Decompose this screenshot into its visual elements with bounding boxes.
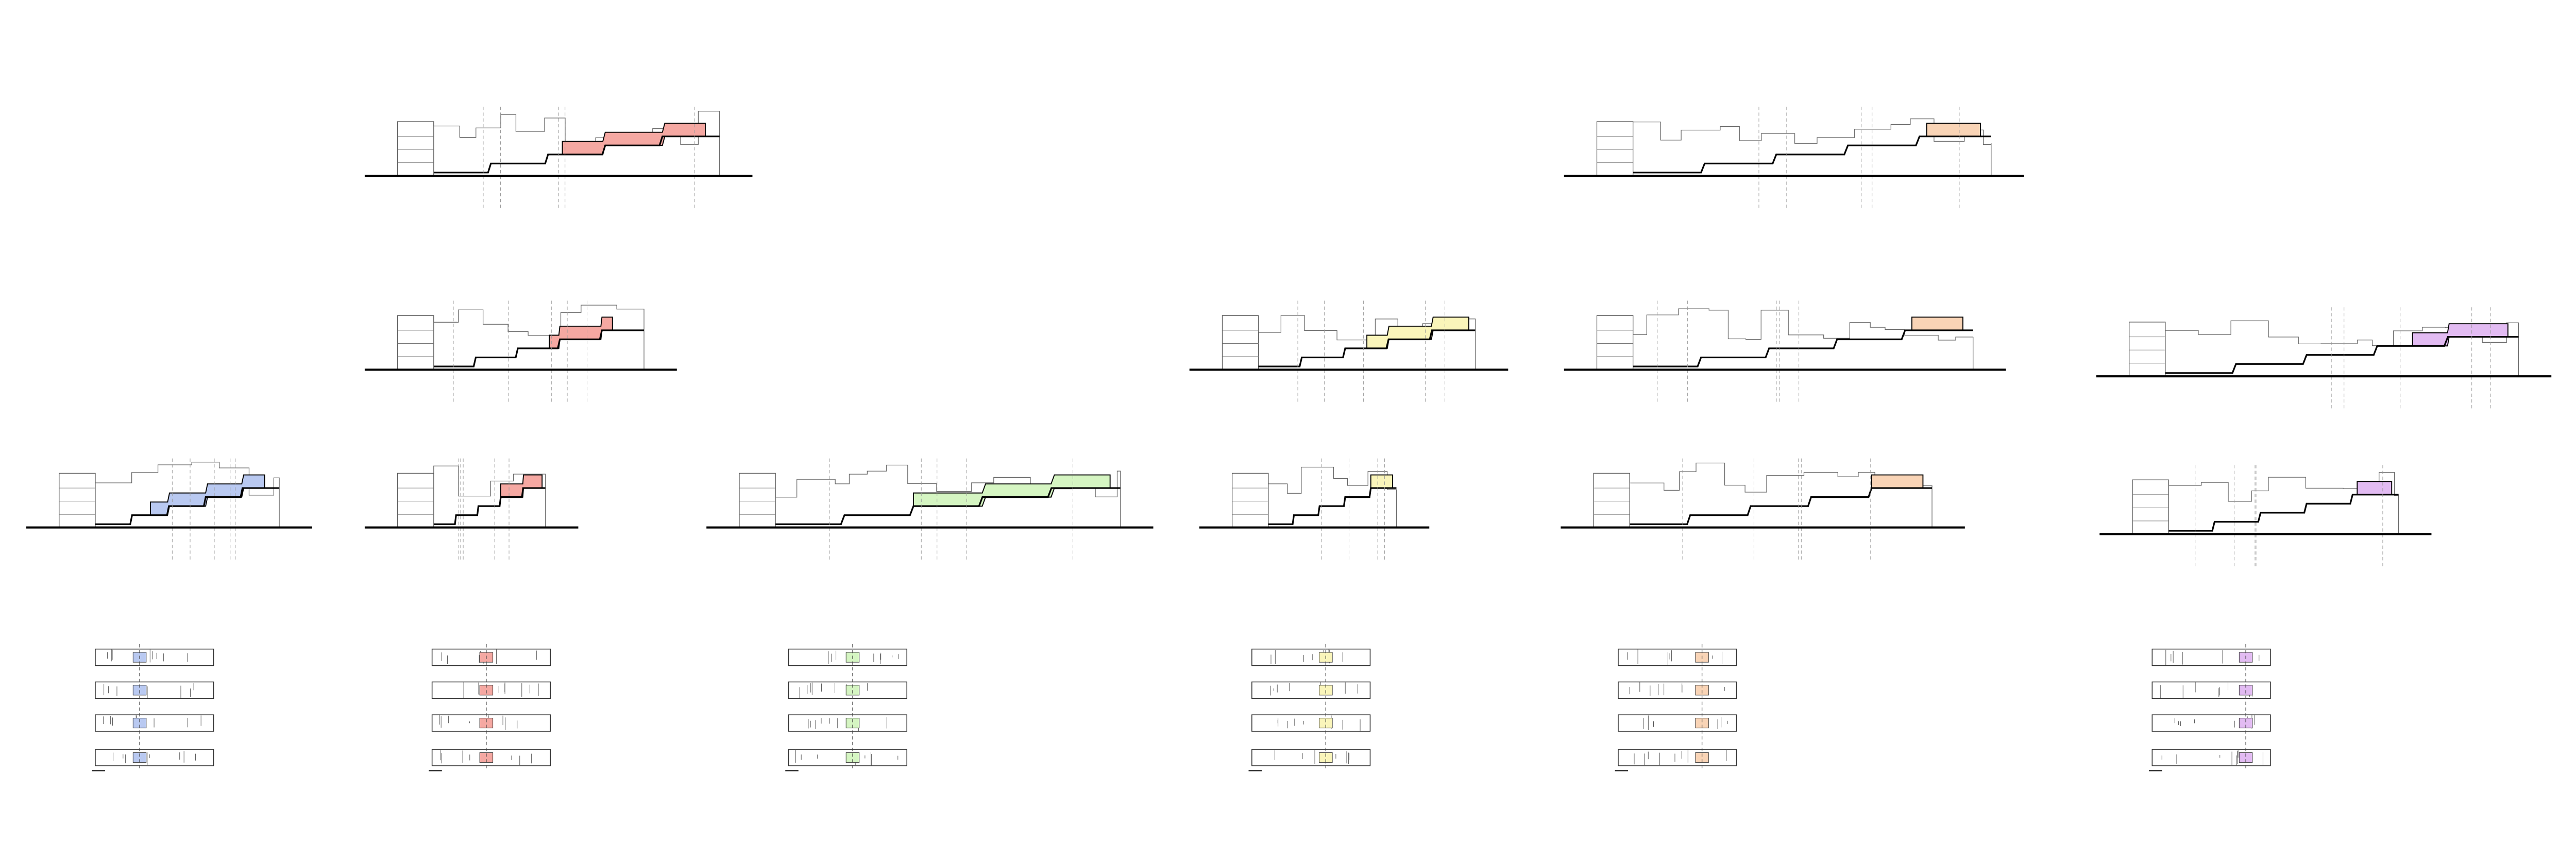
plan-outline [95,648,214,666]
stair-path [433,329,645,367]
core-block [1596,121,1634,176]
plan-column [2148,644,2271,771]
plan-outline [2151,681,2271,699]
stair-path [95,487,280,525]
plan-outline [1251,749,1371,766]
plan-outline [1251,681,1371,699]
highlight-zone [2357,481,2393,495]
stair-path [2168,494,2399,532]
highlight-zone [913,474,1111,507]
core-block [1222,315,1259,371]
stair-path [1268,487,1397,525]
plan-outline [1618,681,1737,699]
roof-outline [1629,462,1933,528]
roof-outline [433,465,546,528]
section-drawing [1564,300,2006,403]
highlight-zone [1911,316,1963,331]
plan-column [429,644,551,771]
plan-outline [1618,749,1737,766]
plan-outline [95,749,214,766]
highlight-zone [1370,474,1393,489]
stair-path [1630,487,1933,525]
core-block [1231,473,1269,528]
roof-outline [2168,472,2399,534]
core-block [397,473,434,528]
plan-outline [1618,648,1737,666]
stair-path [1258,329,1476,367]
section-drawing [2099,465,2432,567]
plan-outline [1251,648,1371,666]
roof-outline [1268,466,1397,528]
plan-outline [2151,648,2271,666]
plan-outline [2151,749,2271,766]
core-block [739,473,776,528]
highlight-zone [1871,474,1924,489]
highlight-zone [1366,316,1469,349]
highlight-zone [1926,123,1981,137]
core-block [1593,473,1630,528]
section-drawing [1561,458,1965,561]
stair-path [433,136,720,174]
highlight-zone [500,474,543,498]
stair-path [433,487,546,525]
section-drawing [26,458,312,561]
highlight-zone [562,123,706,155]
section-drawing [364,107,753,209]
roof-outline [433,305,645,370]
core-block [1596,315,1634,371]
stair-path [1633,329,1973,367]
core-block [397,315,434,371]
roof-outline [1633,308,1974,370]
stair-path [1633,136,1991,174]
core-block [59,473,96,528]
core-block [2132,479,2169,534]
section-drawing [364,458,579,561]
roof-outline [2165,320,2519,377]
plan-outline [95,681,214,699]
roof-outline [775,464,1121,528]
stair-path [2165,336,2519,374]
section-drawing [1564,107,2024,209]
core-block [2129,322,2166,377]
plan-outline [1251,714,1371,732]
plan-outline [1618,714,1737,732]
section-drawing [706,458,1154,561]
plan-column [785,644,908,771]
plan-outline [95,714,214,732]
plan-column [1615,644,1737,771]
section-drawing [1199,458,1430,561]
plan-outline [2151,714,2271,732]
section-drawing [364,300,677,403]
section-drawing [2096,307,2552,410]
plan-outline [431,681,551,699]
section-drawing [1189,300,1509,403]
sheet-content [26,107,2552,771]
plan-outline [788,648,908,666]
stair-path [775,487,1121,525]
core-block [397,121,434,176]
plan-column [1248,644,1371,771]
plan-column [92,644,214,771]
roof-outline [95,462,280,528]
